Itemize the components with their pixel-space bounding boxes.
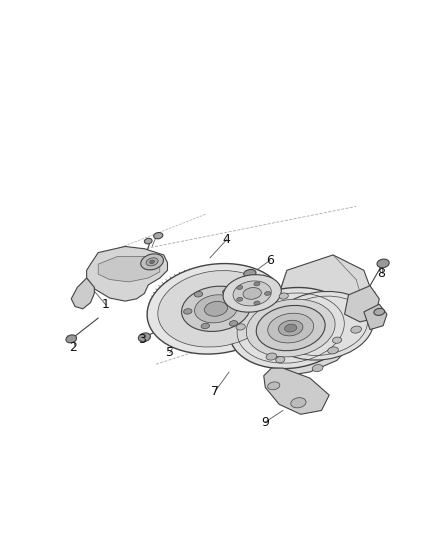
Ellipse shape bbox=[279, 293, 288, 299]
Ellipse shape bbox=[230, 287, 352, 369]
Ellipse shape bbox=[182, 286, 251, 332]
Ellipse shape bbox=[266, 353, 277, 360]
Ellipse shape bbox=[272, 330, 283, 337]
Polygon shape bbox=[264, 368, 329, 414]
Ellipse shape bbox=[285, 324, 297, 332]
Ellipse shape bbox=[256, 305, 325, 351]
Text: 4: 4 bbox=[223, 233, 231, 246]
Ellipse shape bbox=[233, 281, 271, 306]
Ellipse shape bbox=[265, 292, 271, 295]
Ellipse shape bbox=[240, 303, 248, 309]
Ellipse shape bbox=[276, 357, 285, 363]
Text: 2: 2 bbox=[70, 341, 78, 354]
Ellipse shape bbox=[236, 324, 245, 330]
Polygon shape bbox=[364, 304, 387, 329]
Ellipse shape bbox=[254, 282, 260, 286]
Ellipse shape bbox=[158, 271, 274, 347]
Polygon shape bbox=[98, 256, 160, 282]
Ellipse shape bbox=[223, 274, 281, 312]
Ellipse shape bbox=[146, 258, 158, 266]
Text: 6: 6 bbox=[266, 254, 274, 267]
Ellipse shape bbox=[291, 398, 306, 408]
Ellipse shape bbox=[237, 286, 243, 289]
Ellipse shape bbox=[138, 333, 150, 342]
Polygon shape bbox=[345, 286, 379, 322]
Ellipse shape bbox=[332, 337, 342, 343]
Ellipse shape bbox=[244, 270, 256, 277]
Ellipse shape bbox=[243, 288, 261, 300]
Text: 1: 1 bbox=[102, 298, 110, 311]
Ellipse shape bbox=[351, 326, 361, 333]
Ellipse shape bbox=[194, 292, 203, 297]
Ellipse shape bbox=[254, 301, 260, 305]
Ellipse shape bbox=[201, 323, 209, 329]
Ellipse shape bbox=[147, 263, 285, 354]
Ellipse shape bbox=[377, 259, 389, 268]
Ellipse shape bbox=[230, 321, 238, 326]
Text: 7: 7 bbox=[211, 385, 219, 398]
Ellipse shape bbox=[223, 289, 231, 294]
Ellipse shape bbox=[145, 238, 152, 244]
Ellipse shape bbox=[194, 295, 237, 323]
Ellipse shape bbox=[268, 313, 314, 343]
Polygon shape bbox=[71, 278, 94, 309]
Ellipse shape bbox=[66, 335, 77, 343]
Polygon shape bbox=[265, 255, 371, 376]
Polygon shape bbox=[87, 246, 167, 301]
Ellipse shape bbox=[205, 301, 227, 316]
Text: 9: 9 bbox=[261, 416, 269, 429]
Ellipse shape bbox=[150, 260, 154, 263]
Text: 8: 8 bbox=[378, 267, 385, 280]
Text: 5: 5 bbox=[166, 346, 174, 359]
Ellipse shape bbox=[268, 382, 280, 390]
Ellipse shape bbox=[312, 365, 323, 372]
Ellipse shape bbox=[141, 254, 163, 270]
Ellipse shape bbox=[237, 297, 243, 301]
Ellipse shape bbox=[184, 309, 192, 314]
Ellipse shape bbox=[154, 232, 163, 239]
Ellipse shape bbox=[246, 299, 335, 357]
Ellipse shape bbox=[328, 347, 339, 354]
Text: 3: 3 bbox=[138, 333, 146, 346]
Ellipse shape bbox=[269, 292, 374, 360]
Ellipse shape bbox=[279, 320, 303, 336]
Ellipse shape bbox=[374, 309, 385, 316]
